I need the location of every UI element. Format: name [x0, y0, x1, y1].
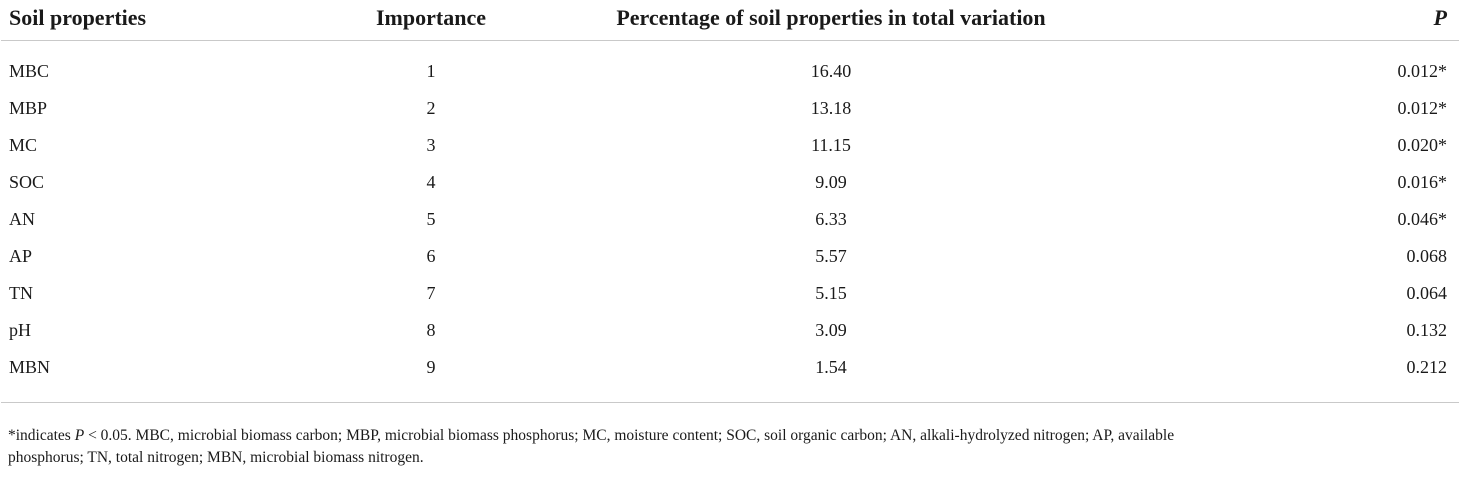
soil-properties-table: Soil properties Importance Percentage of… — [1, 0, 1459, 403]
cell-importance: 4 — [281, 164, 581, 201]
table-row: pH 8 3.09 0.132 — [1, 312, 1459, 349]
table-row: AN 5 6.33 0.046* — [1, 201, 1459, 238]
cell-soil-property: SOC — [1, 164, 281, 201]
header-percentage: Percentage of soil properties in total v… — [581, 0, 1081, 41]
table-body: MBC 1 16.40 0.012* MBP 2 13.18 0.012* MC 3 11.15 0.… — [1, 53, 1459, 403]
cell-importance: 5 — [281, 201, 581, 238]
cell-importance: 2 — [281, 90, 581, 127]
table-row: MBC 1 16.40 0.012* — [1, 53, 1459, 90]
cell-importance: 1 — [281, 53, 581, 90]
footnote-line1: < 0.05. MBC, microbial biomass carbon; M… — [84, 427, 1174, 444]
cell-percentage: 9.09 — [581, 164, 1081, 201]
cell-percentage: 16.40 — [581, 53, 1081, 90]
table-row: SOC 4 9.09 0.016* — [1, 164, 1459, 201]
cell-soil-property: TN — [1, 275, 281, 312]
cell-p-value: 0.212 — [1081, 349, 1459, 386]
table-header: Soil properties Importance Percentage of… — [1, 0, 1459, 53]
cell-percentage: 11.15 — [581, 127, 1081, 164]
footnote-line2: phosphorus; TN, total nitrogen; MBN, mic… — [8, 449, 424, 466]
cell-importance: 3 — [281, 127, 581, 164]
cell-percentage: 5.57 — [581, 238, 1081, 275]
table-footnote: *indicates P < 0.05. MBC, microbial biom… — [8, 425, 1448, 469]
cell-p-value: 0.046* — [1081, 201, 1459, 238]
cell-p-value: 0.016* — [1081, 164, 1459, 201]
cell-p-value: 0.064 — [1081, 275, 1459, 312]
cell-percentage: 13.18 — [581, 90, 1081, 127]
cell-importance: 7 — [281, 275, 581, 312]
table-row: MBP 2 13.18 0.012* — [1, 90, 1459, 127]
header-p-value: P — [1081, 0, 1459, 41]
header-importance: Importance — [281, 0, 581, 41]
cell-p-value: 0.132 — [1081, 312, 1459, 349]
cell-soil-property: AP — [1, 238, 281, 275]
header-soil-properties: Soil properties — [1, 0, 281, 41]
cell-importance: 9 — [281, 349, 581, 386]
cell-importance: 6 — [281, 238, 581, 275]
cell-p-value: 0.012* — [1081, 53, 1459, 90]
table-row: TN 7 5.15 0.064 — [1, 275, 1459, 312]
cell-soil-property: MBN — [1, 349, 281, 386]
footnote-prefix: *indicates — [8, 427, 75, 444]
cell-soil-property: MBC — [1, 53, 281, 90]
cell-percentage: 1.54 — [581, 349, 1081, 386]
table-row: MC 3 11.15 0.020* — [1, 127, 1459, 164]
data-table-container: Soil properties Importance Percentage of… — [0, 0, 1460, 403]
cell-soil-property: MBP — [1, 90, 281, 127]
cell-p-value: 0.012* — [1081, 90, 1459, 127]
cell-p-value: 0.068 — [1081, 238, 1459, 275]
table-row: AP 6 5.57 0.068 — [1, 238, 1459, 275]
cell-percentage: 6.33 — [581, 201, 1081, 238]
cell-soil-property: MC — [1, 127, 281, 164]
table-row: MBN 9 1.54 0.212 — [1, 349, 1459, 386]
cell-percentage: 5.15 — [581, 275, 1081, 312]
cell-percentage: 3.09 — [581, 312, 1081, 349]
cell-p-value: 0.020* — [1081, 127, 1459, 164]
header-row: Soil properties Importance Percentage of… — [1, 0, 1459, 41]
footnote-p-symbol: P — [75, 427, 84, 444]
cell-importance: 8 — [281, 312, 581, 349]
cell-soil-property: pH — [1, 312, 281, 349]
cell-soil-property: AN — [1, 201, 281, 238]
